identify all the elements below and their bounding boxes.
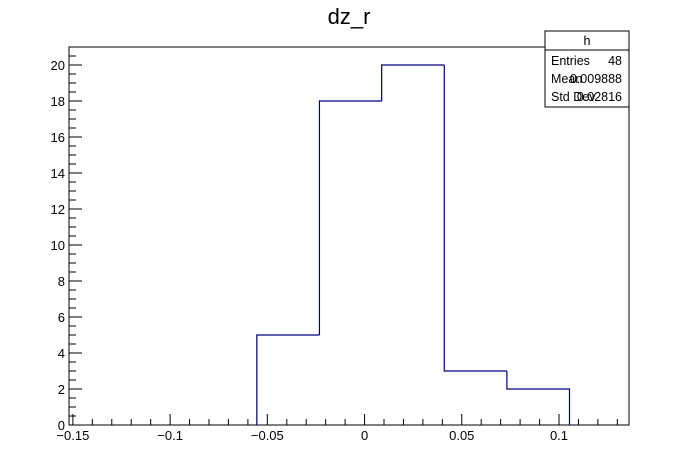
histogram-bin <box>443 65 507 372</box>
stats-mean-value: 0.009888 <box>570 72 622 86</box>
x-tick-label: −0.15 <box>56 428 89 443</box>
x-tick-label: −0.1 <box>157 428 183 443</box>
histogram-bin <box>256 334 320 425</box>
y-tick-label: 10 <box>51 238 65 253</box>
histogram-bars <box>256 64 571 425</box>
histogram-bin <box>318 100 382 335</box>
stats-mean-label: Mean <box>551 72 582 86</box>
y-tick-label: 16 <box>51 130 65 145</box>
histogram-bin <box>506 371 571 425</box>
stats-stddev-label: Std Dev <box>551 90 596 104</box>
stats-box-frame <box>544 30 630 108</box>
y-tick-label: 14 <box>51 166 65 181</box>
y-tick-label: 20 <box>51 58 65 73</box>
stats-entries-label: Entries <box>551 54 590 68</box>
y-tick-label: 2 <box>58 382 65 397</box>
stats-stddev-value: 0.02816 <box>577 90 622 104</box>
stats-entries-value: 48 <box>608 54 622 68</box>
x-axis: −0.15 −0.1 −0.05 0 0.05 0.1 <box>56 414 618 443</box>
x-tick-label: −0.05 <box>251 428 284 443</box>
histogram-bin <box>381 64 445 101</box>
stats-box-title: h <box>584 34 591 48</box>
y-tick-label: 18 <box>51 94 65 109</box>
y-tick-label: 12 <box>51 202 65 217</box>
x-tick-label: 0 <box>361 428 368 443</box>
y-tick-label: 6 <box>58 310 65 325</box>
stats-box: h Entries 48 Mean 0.009888 Std Dev 0.028… <box>544 30 630 108</box>
x-tick-label: 0.1 <box>550 428 568 443</box>
x-tick-label: 0.05 <box>449 428 474 443</box>
y-tick-label: 8 <box>58 274 65 289</box>
chart-title: dz_r <box>328 4 371 29</box>
y-axis: 0 2 4 6 8 10 12 14 16 18 20 <box>51 46 82 433</box>
y-tick-label: 4 <box>58 346 65 361</box>
y-tick-label: 0 <box>58 418 65 433</box>
